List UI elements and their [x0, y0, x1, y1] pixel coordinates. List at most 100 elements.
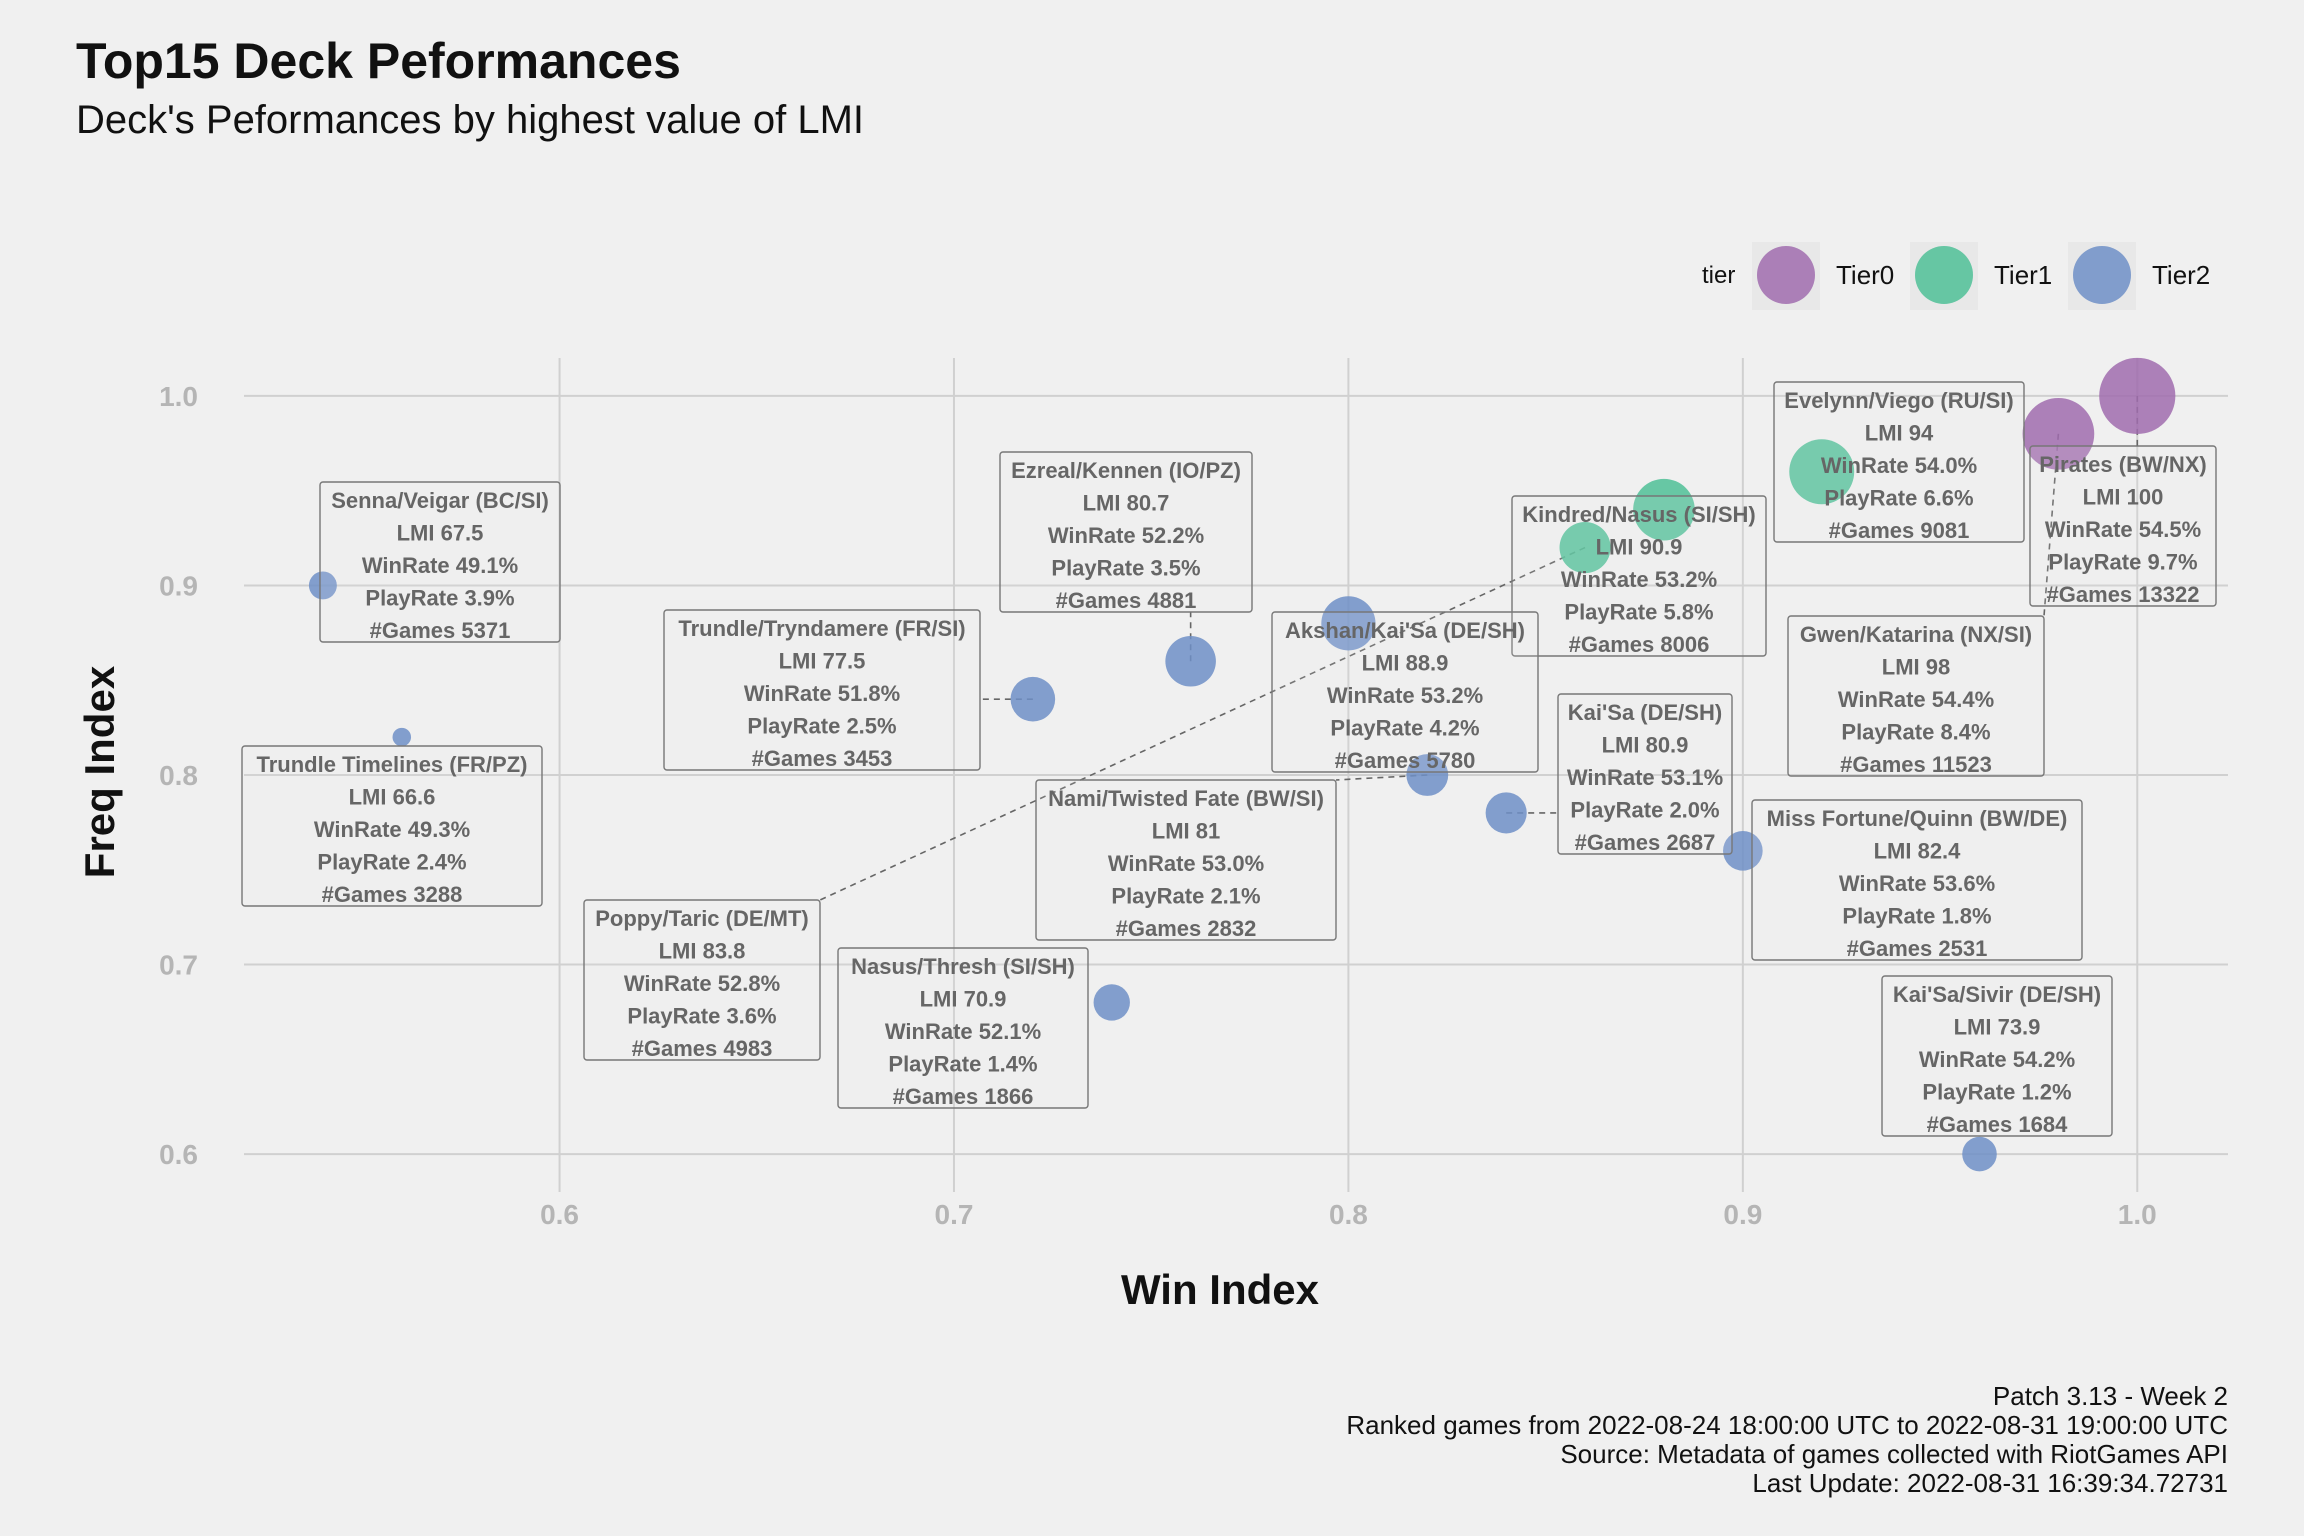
x-tick-label: 0.8 [1329, 1199, 1368, 1230]
label-stat: WinRate 53.2% [1561, 567, 1717, 592]
label-stat: LMI 77.5 [779, 649, 866, 674]
data-point [1633, 478, 1695, 541]
legend-swatch [2073, 246, 2131, 304]
data-point [1559, 522, 1611, 574]
data-point [1165, 636, 1216, 687]
label-stat: PlayRate 6.6% [1824, 486, 1973, 511]
label-stat: PlayRate 2.4% [317, 850, 466, 875]
label-stat: LMI 83.8 [659, 939, 746, 964]
label-stat: #Games 1866 [893, 1084, 1034, 1109]
label-stat: WinRate 54.0% [1821, 453, 1977, 478]
point-label: Gwen/Katarina (NX/SI) LMI 98 WinRate 54.4%… [1787, 615, 2045, 777]
x-axis-title: Win Index [1121, 1266, 1320, 1313]
point-label: Miss Fortune/Quinn (BW/DE) LMI 82.4 WinRat… [1751, 799, 2083, 961]
label-deck-name: Kai'Sa (DE/SH) [1568, 700, 1722, 725]
label-stat: PlayRate 3.5% [1051, 556, 1200, 581]
label-box [1271, 611, 1539, 773]
point-label: Nasus/Thresh (SI/SH) LMI 70.9 WinRate 52.1… [837, 947, 1089, 1109]
data-point [1723, 830, 1763, 871]
label-stat: #Games 2832 [1116, 916, 1257, 941]
label-box [663, 609, 981, 771]
label-stat: WinRate 53.0% [1108, 851, 1264, 876]
label-box [1881, 975, 2113, 1137]
leader-line [2043, 433, 2060, 617]
label-stat: #Games 13322 [2047, 582, 2200, 607]
label-stat: WinRate 52.1% [885, 1019, 1041, 1044]
x-tick-label: 0.6 [540, 1199, 579, 1230]
leader-line [819, 546, 1586, 901]
label-stat: LMI 94 [1865, 421, 1934, 446]
data-point [1093, 984, 1130, 1021]
label-stat: WinRate 54.2% [1919, 1047, 2075, 1072]
data-point [1010, 676, 1056, 722]
data-point [2022, 397, 2095, 470]
caption: Patch 3.13 - Week 2 Ranked games from 20… [1346, 1382, 2228, 1498]
chart-subtitle: Deck's Peformances by highest value of L… [76, 98, 865, 142]
label-stat: LMI 98 [1882, 655, 1950, 680]
label-stat: #Games 1684 [1927, 1112, 2068, 1137]
label-stat: PlayRate 5.8% [1564, 600, 1713, 625]
label-deck-name: Trundle/Tryndamere (FR/SI) [678, 616, 965, 641]
point-label: Kai'Sa (DE/SH) LMI 80.9 WinRate 53.1% PlayR… [1557, 693, 1733, 855]
label-deck-name: Miss Fortune/Quinn (BW/DE) [1767, 806, 2068, 831]
data-point [1485, 792, 1527, 834]
label-stat: WinRate 53.6% [1839, 871, 1995, 896]
data-point [1406, 754, 1449, 796]
data-point [308, 571, 337, 600]
label-stat: PlayRate 1.8% [1842, 904, 1991, 929]
label-stat: LMI 80.7 [1083, 491, 1170, 516]
label-stat: LMI 80.9 [1602, 733, 1689, 758]
label-stat: #Games 5371 [370, 618, 511, 643]
label-stat: WinRate 51.8% [744, 681, 900, 706]
label-stat: PlayRate 9.7% [2048, 550, 2197, 575]
label-stat: #Games 2531 [1847, 936, 1988, 961]
data-point [2099, 357, 2176, 434]
label-deck-name: Senna/Veigar (BC/SI) [331, 488, 549, 513]
label-stat: PlayRate 3.9% [365, 586, 514, 611]
data-point [1321, 596, 1376, 651]
label-deck-name: Trundle Timelines (FR/PZ) [257, 752, 528, 777]
label-stat: LMI 67.5 [397, 521, 484, 546]
label-stat: LMI 73.9 [1954, 1015, 2041, 1040]
y-tick-label: 0.7 [159, 950, 198, 981]
label-box [1773, 381, 2025, 543]
label-stat: WinRate 49.3% [314, 817, 470, 842]
label-stat: PlayRate 1.2% [1922, 1080, 2071, 1105]
data-point [392, 727, 412, 747]
label-stat: WinRate 53.2% [1327, 683, 1483, 708]
label-stat: WinRate 52.8% [624, 971, 780, 996]
y-tick-label: 0.8 [159, 760, 198, 791]
caption-line: Ranked games from 2022-08-24 18:00:00 UT… [1346, 1410, 2228, 1440]
label-box [837, 947, 1089, 1109]
point-label: Nami/Twisted Fate (BW/SI) LMI 81 WinRate 5… [1035, 779, 1337, 941]
point-label: Trundle Timelines (FR/PZ) LMI 66.6 WinRate… [241, 745, 543, 907]
label-stat: WinRate 54.5% [2045, 517, 2201, 542]
legend: tier Tier0 Tier1 Tier2 [1702, 242, 2210, 310]
label-stat: PlayRate 8.4% [1841, 720, 1990, 745]
y-tick-label: 0.6 [159, 1139, 198, 1170]
label-box [1511, 495, 1767, 657]
legend-label: Tier0 [1836, 260, 1894, 290]
label-stat: PlayRate 2.0% [1570, 798, 1719, 823]
label-stat: #Games 5780 [1335, 748, 1476, 773]
axes: Win Index Freq Index 0.6 0.7 0.8 0.9 1.0 0.6 0… [76, 381, 2157, 1313]
legend-swatch [1915, 246, 1973, 304]
label-stat: LMI 100 [2083, 485, 2164, 510]
label-stat: PlayRate 2.1% [1111, 884, 1260, 909]
label-stat: LMI 82.4 [1874, 839, 1962, 864]
label-deck-name: Ezreal/Kennen (IO/PZ) [1011, 458, 1241, 483]
label-stat: PlayRate 3.6% [627, 1004, 776, 1029]
point-label: Senna/Veigar (BC/SI) LMI 67.5 WinRate 49.1… [319, 481, 561, 643]
label-stat: LMI 70.9 [920, 987, 1007, 1012]
legend-title: tier [1702, 262, 1735, 289]
label-stat: #Games 3453 [752, 746, 893, 771]
label-stat: #Games 9081 [1829, 518, 1970, 543]
label-deck-name: Nami/Twisted Fate (BW/SI) [1048, 786, 1324, 811]
point-label: Poppy/Taric (DE/MT) LMI 83.8 WinRate 52.8%… [583, 899, 821, 1061]
chart-title: Top15 Deck Peformances [76, 33, 681, 89]
label-deck-name: Nasus/Thresh (SI/SH) [851, 954, 1075, 979]
label-stat: PlayRate 1.4% [888, 1052, 1037, 1077]
label-stat: #Games 4983 [632, 1036, 773, 1061]
y-tick-label: 1.0 [159, 381, 198, 412]
